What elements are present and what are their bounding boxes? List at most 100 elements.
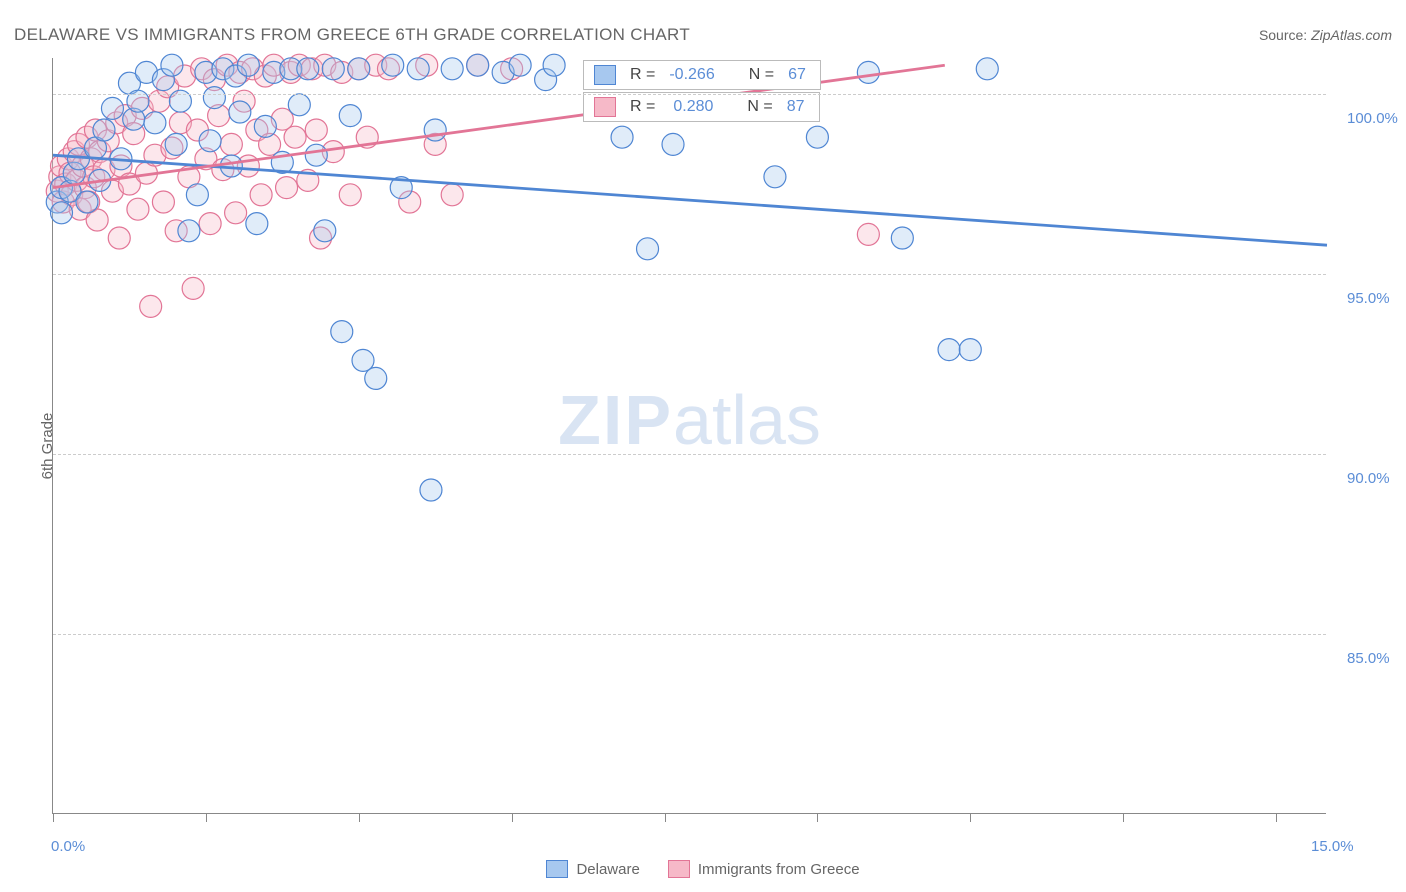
ytick-label: 90.0% [1347, 470, 1390, 487]
scatter-point [186, 184, 208, 206]
scatter-point [662, 133, 684, 155]
legend-r-label-1: R = [630, 66, 655, 84]
xtick [359, 814, 360, 822]
legend-r-value-1: -0.266 [669, 66, 714, 84]
gridline [53, 274, 1326, 275]
scatter-point [322, 58, 344, 80]
scatter-point [165, 133, 187, 155]
legend-n-value-2: 87 [787, 98, 805, 116]
plot-area: ZIPatlas R = -0.266 N = 67 R = 0.280 N =… [52, 58, 1326, 814]
scatter-point [637, 238, 659, 260]
scatter-point [144, 112, 166, 134]
chart-source: Source: ZipAtlas.com [1259, 27, 1392, 43]
legend-stats-row-1: R = -0.266 N = 67 [583, 60, 821, 90]
scatter-point [108, 227, 130, 249]
scatter-point [297, 58, 319, 80]
scatter-point [764, 166, 786, 188]
legend-n-value-1: 67 [788, 66, 806, 84]
scatter-point [314, 220, 336, 242]
scatter-point [140, 295, 162, 317]
scatter-point [288, 94, 310, 116]
scatter-point [441, 184, 463, 206]
xtick-label-first: 0.0% [51, 838, 85, 855]
legend-swatch-1 [594, 65, 616, 85]
footer-label-1: Delaware [576, 861, 639, 878]
scatter-point [50, 202, 72, 224]
xtick [817, 814, 818, 822]
scatter-point [543, 54, 565, 76]
scatter-point [938, 339, 960, 361]
scatter-point [101, 97, 123, 119]
chart-container: DELAWARE VS IMMIGRANTS FROM GREECE 6TH G… [0, 0, 1406, 892]
legend-n-label-1: N = [749, 66, 774, 84]
scatter-point [611, 126, 633, 148]
gridline [53, 634, 1326, 635]
legend-r-value-2: 0.280 [673, 98, 713, 116]
footer-legend: Delaware Immigrants from Greece [0, 860, 1406, 878]
footer-swatch-2 [668, 860, 690, 878]
scatter-point [93, 119, 115, 141]
scatter-point [276, 177, 298, 199]
scatter-point [441, 58, 463, 80]
source-value: ZipAtlas.com [1311, 27, 1392, 43]
scatter-point [225, 202, 247, 224]
gridline [53, 94, 1326, 95]
scatter-point [467, 54, 489, 76]
footer-swatch-1 [546, 860, 568, 878]
plot-svg [53, 58, 1326, 813]
scatter-point [305, 144, 327, 166]
scatter-point [348, 58, 370, 80]
footer-label-2: Immigrants from Greece [698, 861, 860, 878]
scatter-point [806, 126, 828, 148]
footer-legend-item-1: Delaware [546, 860, 639, 878]
scatter-point [229, 101, 251, 123]
scatter-point [959, 339, 981, 361]
legend-swatch-2 [594, 97, 616, 117]
scatter-point [199, 213, 221, 235]
chart-title: DELAWARE VS IMMIGRANTS FROM GREECE 6TH G… [14, 25, 690, 45]
xtick-label-last: 15.0% [1311, 838, 1354, 855]
scatter-point [509, 54, 531, 76]
legend-r-label-2: R = [630, 98, 655, 116]
scatter-point [420, 479, 442, 501]
legend-stats-row-2: R = 0.280 N = 87 [583, 92, 820, 122]
chart-header: DELAWARE VS IMMIGRANTS FROM GREECE 6TH G… [14, 20, 1392, 50]
scatter-point [246, 213, 268, 235]
scatter-point [203, 87, 225, 109]
scatter-point [284, 126, 306, 148]
ytick-label: 85.0% [1347, 650, 1390, 667]
scatter-point [182, 277, 204, 299]
scatter-point [237, 54, 259, 76]
xtick [53, 814, 54, 822]
xtick [512, 814, 513, 822]
xtick [1123, 814, 1124, 822]
scatter-point [305, 119, 327, 141]
scatter-point [178, 220, 200, 242]
scatter-point [199, 130, 221, 152]
legend-n-label-2: N = [747, 98, 772, 116]
scatter-point [250, 184, 272, 206]
ytick-label: 100.0% [1347, 110, 1398, 127]
scatter-point [382, 54, 404, 76]
source-label: Source: [1259, 27, 1307, 43]
scatter-point [254, 115, 276, 137]
scatter-point [339, 105, 361, 127]
scatter-point [220, 133, 242, 155]
scatter-point [857, 223, 879, 245]
scatter-point [424, 119, 446, 141]
ytick-label: 95.0% [1347, 290, 1390, 307]
gridline [53, 454, 1326, 455]
scatter-point [76, 191, 98, 213]
scatter-point [891, 227, 913, 249]
xtick [970, 814, 971, 822]
xtick [206, 814, 207, 822]
xtick [665, 814, 666, 822]
scatter-point [857, 61, 879, 83]
scatter-point [152, 191, 174, 213]
xtick [1276, 814, 1277, 822]
scatter-point [365, 367, 387, 389]
scatter-point [331, 321, 353, 343]
scatter-point [976, 58, 998, 80]
footer-legend-item-2: Immigrants from Greece [668, 860, 860, 878]
scatter-point [161, 54, 183, 76]
